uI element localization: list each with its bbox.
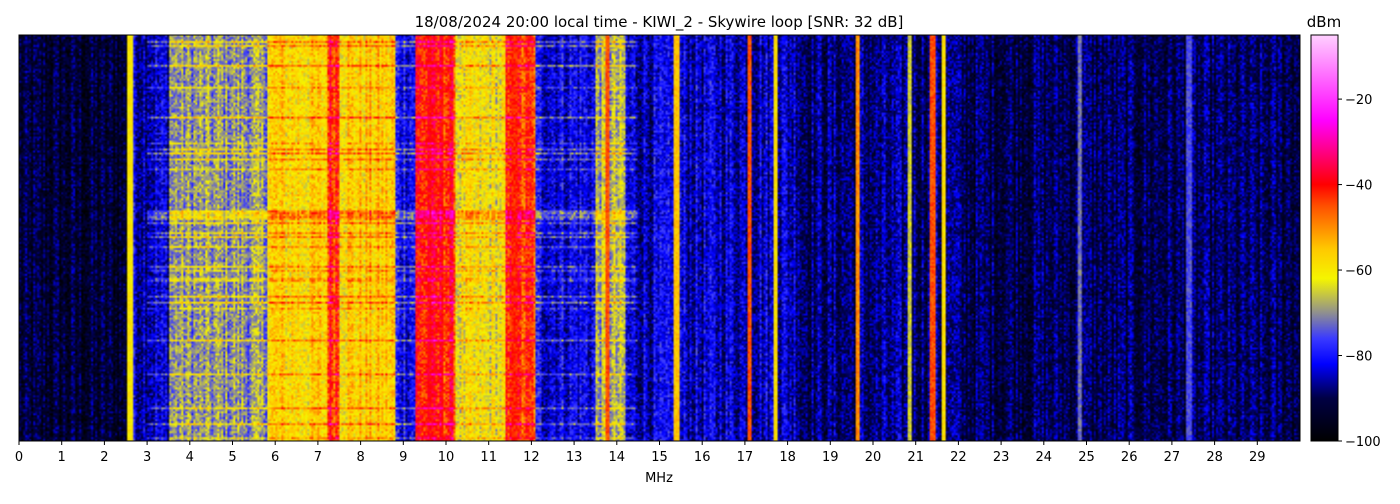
x-tick-label: 23 bbox=[993, 450, 1010, 465]
x-tick-label: 18 bbox=[779, 450, 796, 465]
x-tick-label: 12 bbox=[523, 450, 540, 465]
colorbar-tick-label: −60 bbox=[1345, 264, 1372, 279]
x-tick-label: 9 bbox=[399, 450, 407, 465]
x-tick-label: 22 bbox=[950, 450, 967, 465]
colorbar-ticks: −20 −40 −60 −80 −100 bbox=[1338, 93, 1381, 450]
x-tick-label: 8 bbox=[356, 450, 364, 465]
x-tick-label: 0 bbox=[15, 450, 23, 465]
x-tick-label: 14 bbox=[609, 450, 626, 465]
x-tick-label: 17 bbox=[737, 450, 754, 465]
x-tick-label: 20 bbox=[865, 450, 882, 465]
x-tick-label: 21 bbox=[907, 450, 924, 465]
x-tick-label: 27 bbox=[1164, 450, 1181, 465]
x-tick-label: 4 bbox=[186, 450, 194, 465]
colorbar-label: dBm bbox=[1307, 13, 1341, 31]
x-axis-label: MHz bbox=[645, 471, 673, 486]
spectrogram-image bbox=[19, 35, 1300, 441]
x-tick-label: 24 bbox=[1036, 450, 1053, 465]
heatmap-plot-area bbox=[19, 35, 1300, 441]
x-tick-label: 16 bbox=[694, 450, 711, 465]
x-axis: 0 1 2 3 4 5 6 7 8 9 10 11 12 13 14 15 16 17 18 19 20 21 22 23 24… bbox=[15, 441, 1266, 465]
colorbar-tick-label: −80 bbox=[1345, 350, 1372, 365]
x-tick-label: 5 bbox=[228, 450, 236, 465]
x-tick-label: 10 bbox=[438, 450, 455, 465]
x-tick-label: 29 bbox=[1249, 450, 1266, 465]
x-tick-label: 13 bbox=[566, 450, 583, 465]
x-tick-label: 19 bbox=[822, 450, 839, 465]
x-tick-label: 25 bbox=[1078, 450, 1095, 465]
x-tick-label: 7 bbox=[314, 450, 322, 465]
x-tick-label: 2 bbox=[100, 450, 108, 465]
x-tick-label: 15 bbox=[651, 450, 668, 465]
chart-title: 18/08/2024 20:00 local time - KIWI_2 - S… bbox=[415, 13, 904, 32]
x-tick-label: 28 bbox=[1206, 450, 1223, 465]
x-tick-label: 1 bbox=[58, 450, 66, 465]
colorbar-tick-label: −100 bbox=[1345, 435, 1381, 450]
colorbar-tick-label: −40 bbox=[1345, 179, 1372, 194]
x-tick-label: 11 bbox=[480, 450, 497, 465]
colorbar-tick-label: −20 bbox=[1345, 93, 1372, 108]
x-tick-label: 26 bbox=[1121, 450, 1138, 465]
x-tick-label: 3 bbox=[143, 450, 151, 465]
colorbar bbox=[1310, 34, 1339, 442]
x-tick-label: 6 bbox=[271, 450, 279, 465]
